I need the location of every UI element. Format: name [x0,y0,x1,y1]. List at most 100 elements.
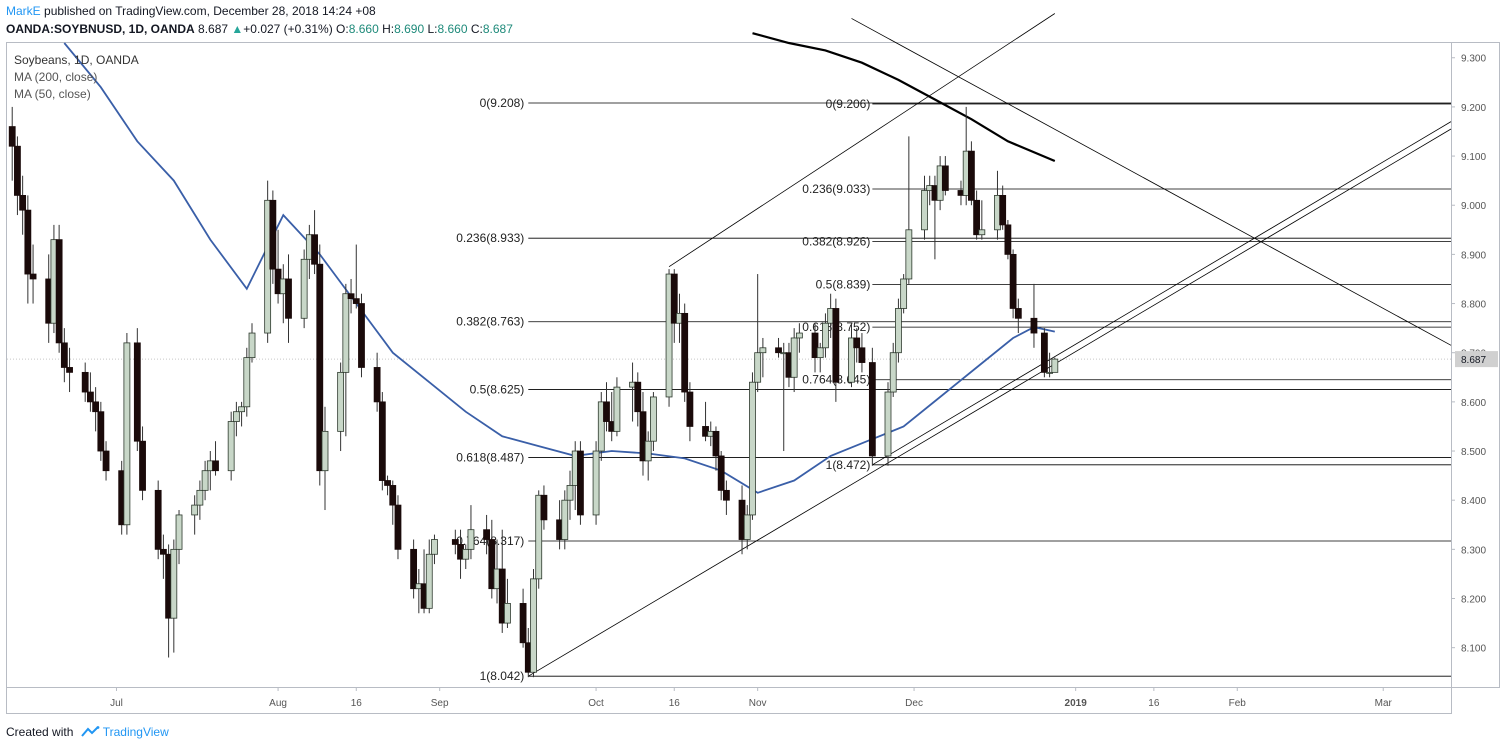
author-link[interactable]: MarkE [6,4,41,18]
up-candle [848,323,855,388]
candle-body [884,391,892,457]
up-candle [248,323,256,363]
up-candle [238,401,245,427]
candle-body [999,194,1007,226]
time-tick-label: Feb [1229,698,1247,709]
down-candle [358,293,365,378]
candle-body [92,401,100,413]
candle-body [832,308,840,383]
down-candle [66,347,73,393]
candle-body [889,352,897,393]
resistance-line [851,18,1452,346]
candle-body [921,190,928,231]
up-candle [191,495,199,535]
candle-body [87,391,94,403]
candle-body [425,553,433,609]
down-candle [603,382,610,432]
candle-body [488,539,496,590]
fib-level-label: 0(9.206) [826,97,871,111]
candle-body [337,371,345,432]
down-candle [1014,298,1022,334]
candle-body [722,489,730,501]
candle-body [358,303,365,368]
up-candle [1046,352,1053,378]
channel-lower [528,128,1452,677]
candle-body [540,494,548,521]
candle-body [504,603,511,624]
candle-body [394,504,402,550]
ohlc-bar: OANDA:SOYBNUSD, 1D, OANDA 8.687 ▲+0.027 … [6,22,513,36]
candle-body [634,381,642,413]
candle-body [775,347,782,354]
plot-frame [6,42,1452,688]
candle-body [55,239,63,344]
down-candle [269,190,277,284]
down-candle [722,480,730,515]
price-change: +0.027 (+0.31%) [243,22,333,36]
candle-body [227,421,235,472]
down-candle [712,426,720,471]
candle-body [754,352,762,383]
candle-body [378,401,386,481]
symbol-label[interactable]: OANDA:SOYBNUSD, 1D, OANDA [6,22,195,36]
up-candle [749,372,756,520]
up-candle [743,505,751,550]
down-candle [212,441,219,476]
up-candle [978,200,986,240]
down-candle [1040,328,1048,378]
candle-body [639,411,647,462]
fib-level-label: 0.236(8.933) [456,231,524,245]
candle-body [483,529,490,540]
time-tick-label: Sep [431,698,449,709]
fibonacci-layer[interactable]: 0(9.208) 0.236(8.933) 0.382(8.763) 0.5(8.62… [456,96,1451,683]
candle-body [941,165,949,191]
price-axis[interactable]: 9.3009.2009.1009.0008.9008.8008.7008.600… [1451,54,1498,655]
candle-body [858,347,866,363]
candle-body [8,126,16,147]
down-candle [352,244,360,309]
up-candle [123,333,131,535]
up-candle [884,382,892,466]
down-candle [133,328,141,452]
up-candle [650,392,657,452]
candle-body [133,342,141,442]
down-candle [154,480,162,560]
down-candle [498,529,506,633]
down-candle [60,328,68,383]
down-candle [1009,249,1017,319]
close-label: C: [470,22,483,36]
time-tick-label: 16 [351,698,363,709]
candle-body [410,548,418,590]
down-candle [378,392,386,491]
candle-body [316,263,324,472]
down-candle [87,372,94,412]
footer: Created with TradingView [6,725,169,739]
up-candle [900,274,908,314]
candle-body [650,396,657,442]
candle-body [613,386,621,432]
candle-body [269,199,277,270]
candle-body [342,293,350,373]
candle-body [816,347,824,359]
up-candle [561,490,569,550]
time-tick-label: Aug [269,698,287,709]
time-axis[interactable]: Jul Aug 16 Sep Oct 16 Nov Dec 2019 16 Feb Mar [110,687,1393,709]
high-value: 8.690 [394,22,425,36]
brand-link[interactable]: TradingView [102,725,169,739]
down-candle [14,136,21,216]
legend-ma200[interactable]: MA (200, close) [14,70,98,84]
time-tick-label: Mar [1375,698,1393,709]
trendline-layer[interactable] [528,13,1452,677]
up-candle [504,578,511,629]
price-tick-label: 8.300 [1461,545,1486,556]
candle-body [1004,224,1012,255]
open-label: O: [336,22,349,36]
current-price-tag [1455,351,1498,368]
down-candle [1030,283,1038,348]
candle-body [60,342,68,368]
candle-body [868,362,876,457]
legend-title: Soybeans, 1D, OANDA [14,53,139,67]
up-candle [905,136,913,284]
legend-ma50[interactable]: MA (50, close) [14,87,91,101]
